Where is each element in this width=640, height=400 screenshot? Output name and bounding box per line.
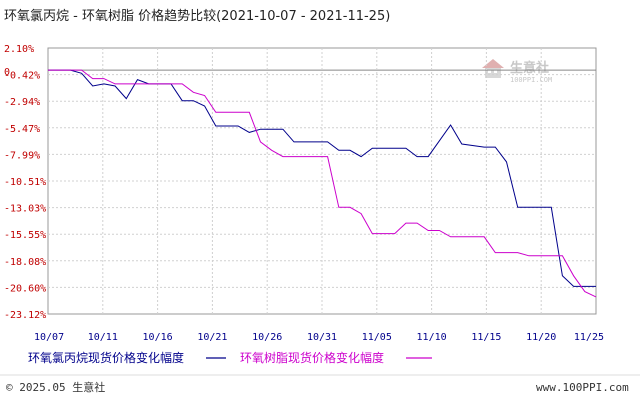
y-tick-label: -2.94% [4, 97, 40, 108]
y-tick-label: -15.55% [4, 230, 46, 241]
zero-label: 0 [4, 67, 10, 78]
footer-copyright: © 2025.05 生意社 [6, 380, 105, 394]
chart-title: 环氧氯丙烷 - 环氧树脂 价格趋势比较(2021-10-07 - 2021-11… [4, 8, 390, 24]
series-line-1 [48, 69, 596, 287]
y-tick-label: -20.60% [4, 283, 46, 294]
watermark: 生意社 100PPI.COM [482, 59, 552, 84]
x-tick-label: 11/15 [471, 332, 501, 343]
y-tick-label: -10.51% [4, 177, 46, 188]
x-tick-label: 11/05 [362, 332, 392, 343]
watermark-logo-icon [482, 59, 504, 78]
footer-site-link[interactable]: www.100PPI.com [536, 381, 629, 394]
watermark-url: 100PPI.COM [510, 76, 552, 84]
x-tick-label: 10/26 [252, 332, 282, 343]
x-tick-label: 10/16 [143, 332, 173, 343]
x-tick-label: 10/21 [197, 332, 227, 343]
series-line-2 [48, 69, 597, 298]
legend: 环氧氯丙烷现货价格变化幅度 环氧树脂现货价格变化幅度 [28, 350, 432, 365]
x-axis: 10/07 10/11 10/16 10/21 10/26 10/31 11/05 11/10… [34, 332, 604, 343]
x-tick-label: 10/31 [307, 332, 337, 343]
y-tick-label: -23.12% [4, 310, 46, 321]
watermark-name: 生意社 [510, 60, 549, 76]
y-tick-label: -13.03% [4, 204, 46, 215]
x-tick-label: 10/07 [34, 332, 64, 343]
x-tick-label: 10/11 [88, 332, 118, 343]
x-tick-label: 11/25 [574, 332, 604, 343]
y-tick-label: -0.42% [4, 71, 40, 82]
y-axis: 2.10% -0.42% -2.94% -5.47% -7.99% -10.51% -13.… [4, 44, 46, 321]
x-tick-label: 11/10 [417, 332, 447, 343]
y-tick-label: -18.08% [4, 257, 46, 268]
y-tick-label: -5.47% [4, 124, 40, 135]
legend-label-series-1: 环氧氯丙烷现货价格变化幅度 [28, 350, 184, 365]
x-tick-label: 11/20 [526, 332, 556, 343]
legend-label-series-2: 环氧树脂现货价格变化幅度 [240, 350, 384, 365]
y-tick-label: 2.10% [4, 44, 34, 55]
y-tick-label: -7.99% [4, 150, 40, 161]
series-lines [48, 69, 597, 298]
grid [48, 48, 596, 314]
